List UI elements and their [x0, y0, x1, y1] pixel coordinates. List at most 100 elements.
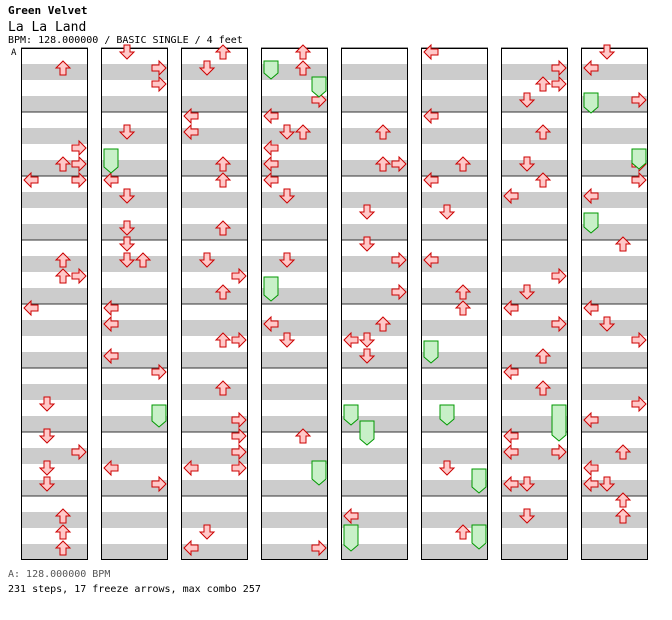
bpm-readout: A: 128.000000 BPM	[8, 569, 111, 580]
beat-stripe	[181, 96, 248, 112]
beat-stripe	[501, 96, 568, 112]
step-arrow	[103, 459, 119, 477]
beat-stripe	[101, 96, 168, 112]
step-arrow	[358, 348, 376, 364]
step-arrow	[631, 91, 647, 109]
step-arrow	[278, 252, 296, 268]
step-arrow	[503, 299, 519, 317]
beat-stripe	[421, 192, 488, 208]
beat-stripe	[581, 544, 648, 560]
step-arrow	[214, 44, 232, 60]
step-arrow	[503, 443, 519, 461]
beat-stripe	[421, 512, 488, 528]
step-arrow	[71, 139, 87, 157]
beat-stripe	[581, 256, 648, 272]
step-arrow	[23, 171, 39, 189]
step-arrow	[454, 156, 472, 172]
step-arrow	[231, 459, 247, 477]
beat-stripe	[581, 512, 648, 528]
step-arrow	[374, 156, 392, 172]
segment-label: A	[11, 48, 17, 58]
beat-stripe	[101, 512, 168, 528]
step-arrow	[518, 156, 536, 172]
step-arrow	[534, 124, 552, 140]
freeze-arrow	[551, 404, 567, 442]
beat-stripe	[421, 160, 488, 176]
step-arrow	[214, 156, 232, 172]
beat-stripe	[21, 544, 88, 560]
step-arrow	[103, 171, 119, 189]
freeze-arrow	[423, 340, 439, 364]
beat-stripe	[421, 448, 488, 464]
beat-stripe	[181, 480, 248, 496]
step-arrow	[423, 171, 439, 189]
freeze-arrow	[311, 76, 327, 98]
step-arrow	[454, 284, 472, 300]
beat-stripe	[261, 224, 328, 240]
step-arrow	[231, 267, 247, 285]
step-arrow	[294, 124, 312, 140]
step-arrow	[551, 75, 567, 93]
step-arrow	[118, 236, 136, 252]
step-arrow	[358, 204, 376, 220]
step-arrow	[231, 411, 247, 429]
step-arrow	[423, 107, 439, 125]
beat-stripe	[21, 192, 88, 208]
beat-stripe	[341, 448, 408, 464]
step-arrow	[534, 348, 552, 364]
beat-stripe	[421, 544, 488, 560]
step-arrow	[294, 60, 312, 76]
beat-stripe	[341, 352, 408, 368]
step-arrow	[118, 44, 136, 60]
freeze-arrow	[583, 92, 599, 114]
chart-column	[421, 48, 488, 560]
step-arrow	[278, 188, 296, 204]
step-arrow	[231, 331, 247, 349]
step-arrow	[631, 331, 647, 349]
beat-stripe	[581, 384, 648, 400]
step-arrow	[598, 316, 616, 332]
beat-stripe	[181, 224, 248, 240]
beat-stripe	[341, 96, 408, 112]
step-arrow	[38, 396, 56, 412]
beat-stripe	[21, 416, 88, 432]
beat-stripe	[21, 480, 88, 496]
freeze-arrow	[311, 460, 327, 486]
chart-column	[341, 48, 408, 560]
step-arrow	[278, 332, 296, 348]
beat-stripe	[501, 128, 568, 144]
step-arrow	[534, 380, 552, 396]
beat-stripe	[101, 480, 168, 496]
step-arrow	[534, 172, 552, 188]
step-arrow	[391, 251, 407, 269]
freeze-arrow	[343, 404, 359, 426]
beat-stripe	[21, 64, 88, 80]
beat-stripe	[261, 384, 328, 400]
beat-stripe	[421, 288, 488, 304]
beat-stripe	[261, 448, 328, 464]
beat-stripe	[21, 160, 88, 176]
step-arrow	[583, 459, 599, 477]
beat-stripe	[21, 320, 88, 336]
beat-stripe	[421, 224, 488, 240]
step-arrow	[534, 76, 552, 92]
step-arrow	[103, 299, 119, 317]
step-arrow	[311, 539, 327, 557]
step-arrow	[598, 476, 616, 492]
beat-stripe	[261, 480, 328, 496]
step-arrow	[583, 299, 599, 317]
step-arrow	[54, 524, 72, 540]
step-arrow	[118, 188, 136, 204]
beat-stripe	[181, 384, 248, 400]
beat-stripe	[581, 224, 648, 240]
step-arrow	[118, 220, 136, 236]
step-arrow	[71, 443, 87, 461]
step-arrow	[71, 155, 87, 173]
step-arrow	[214, 220, 232, 236]
chart-column	[101, 48, 168, 560]
beat-stripe	[101, 128, 168, 144]
beat-stripe	[21, 384, 88, 400]
beat-stripe	[341, 256, 408, 272]
beat-stripe	[341, 160, 408, 176]
beat-stripe	[261, 416, 328, 432]
